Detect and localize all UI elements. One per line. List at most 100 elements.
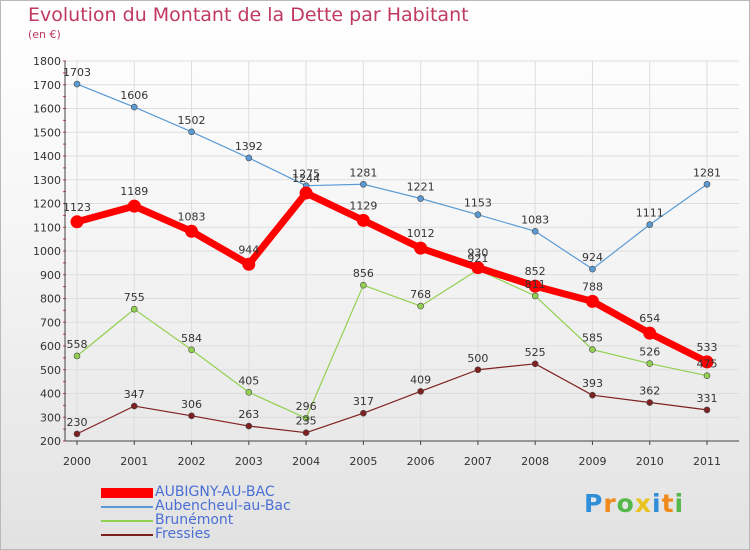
- data-label-brunemont-2000: 558: [67, 338, 88, 351]
- point-aubencheul-au-bac-2008: [531, 227, 539, 235]
- legend-item-brunemont[interactable]: Brunémont: [101, 512, 361, 529]
- logo-letter: i: [674, 489, 685, 518]
- data-label-aubencheul-au-bac-2005: 1281: [349, 166, 377, 179]
- data-label-brunemont-2003: 405: [238, 374, 259, 387]
- data-label-aubigny-au-bac-2002: 1083: [178, 210, 206, 223]
- series-line-aubencheul-au-bac: [76, 83, 708, 270]
- legend-item-fressies[interactable]: Fressies: [101, 526, 361, 543]
- y-tick-label-400: 400: [40, 388, 61, 401]
- point-fressies-2010: [646, 399, 654, 406]
- logo-letter: x: [634, 489, 652, 518]
- point-aubencheul-au-bac-2001: [130, 103, 138, 111]
- point-aubigny-au-bac-2007: [471, 261, 485, 275]
- point-fressies-2007: [474, 366, 482, 374]
- x-tick-label-2003: 2003: [235, 455, 263, 468]
- point-brunemont-2001: [130, 305, 138, 313]
- data-label-brunemont-2004: 296: [296, 400, 317, 413]
- legend-label-fressies: Fressies: [155, 526, 211, 542]
- legend-label-aubigny: AUBIGNY-AU-BAC: [155, 484, 275, 500]
- chart-title: Evolution du Montant de la Dette par Hab…: [28, 4, 469, 26]
- point-brunemont-2005: [360, 281, 367, 289]
- data-label-aubigny-au-bac-2008: 852: [525, 265, 546, 278]
- point-fressies-2004: [302, 429, 310, 436]
- x-tick-label-2000: 2000: [63, 455, 91, 468]
- y-tick-label-1000: 1000: [33, 245, 61, 258]
- x-tick-label-2011: 2011: [693, 455, 721, 468]
- point-aubencheul-au-bac-2000: [73, 80, 81, 88]
- point-fressies-2003: [245, 422, 253, 430]
- y-tick-label-1500: 1500: [33, 126, 61, 139]
- logo-letter: i: [652, 489, 662, 518]
- x-tick-label-2005: 2005: [349, 455, 377, 468]
- data-label-aubencheul-au-bac-2008: 1083: [521, 213, 549, 226]
- legend-item-aubencheul[interactable]: Aubencheul-au-Bac: [101, 498, 361, 515]
- data-label-fressies-2007: 500: [467, 352, 488, 365]
- data-label-aubencheul-au-bac-2010: 1111: [636, 207, 664, 220]
- point-aubencheul-au-bac-2006: [417, 195, 424, 202]
- data-label-aubencheul-au-bac-2002: 1502: [178, 114, 206, 127]
- x-tick-label-2007: 2007: [464, 455, 492, 468]
- point-brunemont-2010: [646, 360, 654, 367]
- point-aubigny-au-bac-2005: [356, 213, 370, 227]
- data-label-aubencheul-au-bac-2001: 1606: [120, 89, 148, 102]
- data-label-brunemont-2005: 856: [353, 267, 374, 280]
- data-label-aubigny-au-bac-2004: 1244: [292, 172, 320, 185]
- point-brunemont-2004: [302, 414, 310, 422]
- data-label-brunemont-2008: 811: [525, 278, 546, 291]
- data-label-aubencheul-au-bac-2000: 1703: [63, 66, 91, 79]
- series-line-aubigny-au-bac: [73, 189, 711, 366]
- legend-swatch-aubigny: [101, 488, 153, 498]
- legend-label-brunemont: Brunémont: [155, 512, 234, 528]
- data-label-brunemont-2001: 755: [124, 291, 145, 304]
- point-brunemont-2006: [417, 302, 424, 310]
- x-tick-label-2001: 2001: [120, 455, 148, 468]
- y-tick-label-700: 700: [40, 316, 61, 329]
- point-aubigny-au-bac-2004: [299, 186, 313, 200]
- point-fressies-2000: [73, 430, 81, 438]
- data-label-brunemont-2006: 768: [410, 288, 431, 301]
- point-aubigny-au-bac-2010: [643, 326, 657, 340]
- data-label-fressies-2011: 331: [697, 392, 718, 405]
- legend-item-aubigny[interactable]: AUBIGNY-AU-BAC: [101, 484, 361, 501]
- legend-label-aubencheul: Aubencheul-au-Bac: [155, 498, 291, 514]
- y-tick-label-1800: 1800: [33, 55, 61, 68]
- data-label-aubencheul-au-bac-2009: 924: [582, 251, 603, 264]
- series-layer: [70, 80, 714, 438]
- data-label-brunemont-2002: 584: [181, 332, 202, 345]
- y-tick-label-300: 300: [40, 411, 61, 424]
- point-aubencheul-au-bac-2011: [703, 180, 711, 188]
- data-label-fressies-2005: 317: [353, 395, 374, 408]
- y-tick-label-1200: 1200: [33, 198, 61, 211]
- point-aubigny-au-bac-2000: [70, 215, 84, 229]
- data-label-brunemont-2011: 475: [697, 358, 718, 371]
- point-brunemont-2009: [589, 346, 596, 353]
- point-aubigny-au-bac-2003: [242, 257, 256, 271]
- point-brunemont-2008: [531, 292, 539, 300]
- chart-subtitle: (en €): [28, 28, 61, 41]
- data-label-fressies-2006: 409: [410, 373, 431, 386]
- data-label-fressies-2002: 306: [181, 398, 202, 411]
- y-tick-label-600: 600: [40, 340, 61, 353]
- y-tick-label-1700: 1700: [33, 79, 61, 92]
- y-tick-label-200: 200: [40, 435, 61, 448]
- logo-letter: P: [584, 489, 604, 518]
- y-tick-label-1100: 1100: [33, 221, 61, 234]
- data-label-aubigny-au-bac-2007: 930: [467, 247, 488, 260]
- data-label-aubigny-au-bac-2009: 788: [582, 280, 603, 293]
- data-label-aubigny-au-bac-2005: 1129: [349, 199, 377, 212]
- x-tick-label-2008: 2008: [521, 455, 549, 468]
- data-label-fressies-2009: 393: [582, 377, 603, 390]
- point-aubigny-au-bac-2011: [700, 355, 714, 369]
- data-label-fressies-2000: 230: [67, 416, 88, 429]
- data-label-aubencheul-au-bac-2004: 1275: [292, 168, 320, 181]
- data-label-aubigny-au-bac-2001: 1189: [120, 185, 148, 198]
- y-tick-label-1600: 1600: [33, 103, 61, 116]
- data-label-fressies-2008: 525: [525, 346, 546, 359]
- point-brunemont-2011: [703, 372, 711, 379]
- y-tick-label-900: 900: [40, 269, 61, 282]
- data-label-aubigny-au-bac-2010: 654: [639, 312, 660, 325]
- legend-swatch-fressies: [101, 534, 153, 536]
- logo-letter: o: [616, 489, 635, 518]
- data-label-aubigny-au-bac-2006: 1012: [407, 227, 435, 240]
- y-tick-label-1300: 1300: [33, 174, 61, 187]
